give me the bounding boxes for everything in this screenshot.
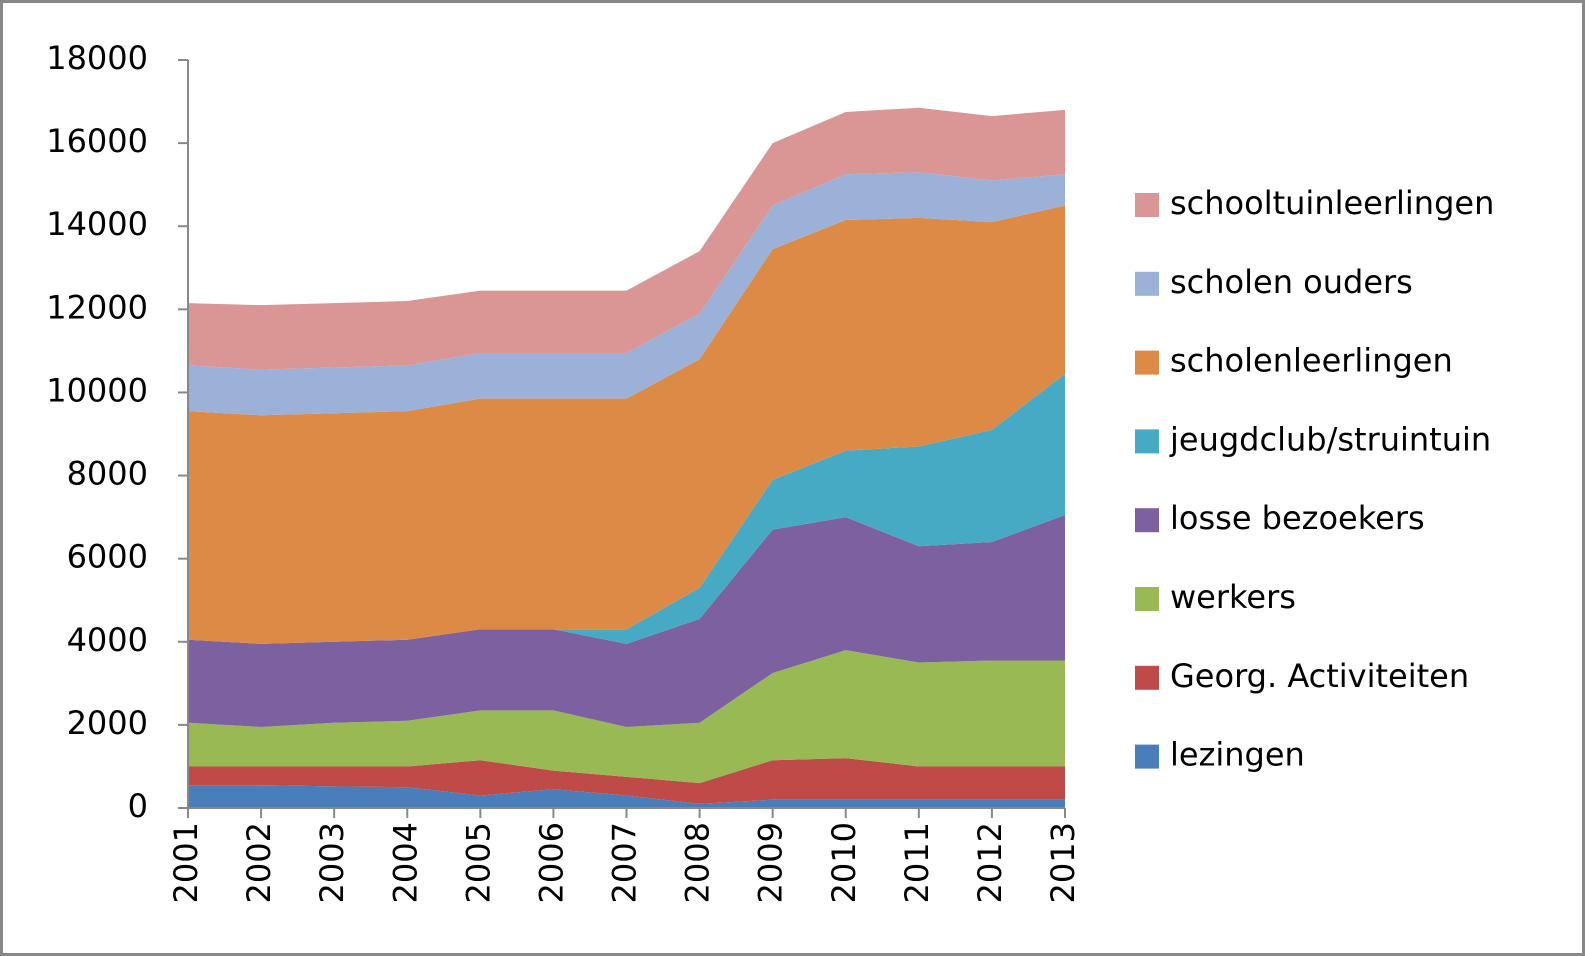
- x-tick-label: 2007: [606, 822, 644, 903]
- y-tick-label: 18000: [46, 39, 148, 77]
- x-tick-label: 2001: [167, 822, 205, 903]
- area: [188, 373, 1065, 644]
- x-tick-label: 2003: [313, 822, 351, 903]
- area: [188, 785, 1065, 808]
- x-tick-label: 2005: [459, 822, 497, 903]
- y-tick-label: 0: [128, 787, 148, 825]
- legend-label: scholenleerlingen: [1170, 342, 1453, 380]
- legend-swatch: [1135, 429, 1159, 454]
- legend-label: losse bezoekers: [1170, 499, 1425, 537]
- area: [188, 515, 1065, 727]
- legend-label: jeugdclub/struintuin: [1169, 420, 1491, 458]
- y-tick-label: 10000: [46, 371, 148, 409]
- x-tick-label: 2013: [1044, 822, 1082, 903]
- y-tick-label: 4000: [67, 621, 148, 659]
- y-tick-label: 12000: [46, 288, 148, 326]
- legend-label: lezingen: [1170, 736, 1305, 774]
- legend-label: schooltuinleerlingen: [1170, 184, 1494, 222]
- x-tick-label: 2012: [971, 822, 1009, 903]
- area: [188, 172, 1065, 416]
- y-tick-label: 6000: [67, 538, 148, 576]
- x-tick-label: 2004: [386, 822, 424, 903]
- area: [188, 205, 1065, 644]
- legend-swatch: [1135, 350, 1159, 375]
- x-tick-label: 2009: [752, 822, 790, 903]
- legend-swatch: [1135, 744, 1159, 769]
- area: [188, 107, 1065, 370]
- legend-label: scholen ouders: [1170, 263, 1413, 301]
- area: [188, 758, 1065, 804]
- legend-swatch: [1135, 665, 1159, 690]
- x-tick-label: 2011: [898, 822, 936, 903]
- legend-swatch: [1135, 271, 1159, 296]
- x-tick-label: 2002: [240, 822, 278, 903]
- y-tick-label: 16000: [46, 122, 148, 160]
- x-tick-label: 2010: [825, 822, 863, 903]
- x-tick-label: 2008: [679, 822, 717, 903]
- area: [188, 650, 1065, 784]
- legend-label: werkers: [1170, 578, 1296, 616]
- legend-swatch: [1135, 193, 1159, 217]
- y-tick-label: 2000: [67, 704, 148, 742]
- x-tick-label: 2006: [532, 822, 570, 903]
- legend-label: Georg. Activiteiten: [1170, 657, 1469, 695]
- y-tick-label: 14000: [46, 205, 148, 243]
- y-tick-label: 8000: [67, 455, 148, 493]
- legend-swatch: [1135, 587, 1159, 611]
- legend-swatch: [1135, 508, 1159, 533]
